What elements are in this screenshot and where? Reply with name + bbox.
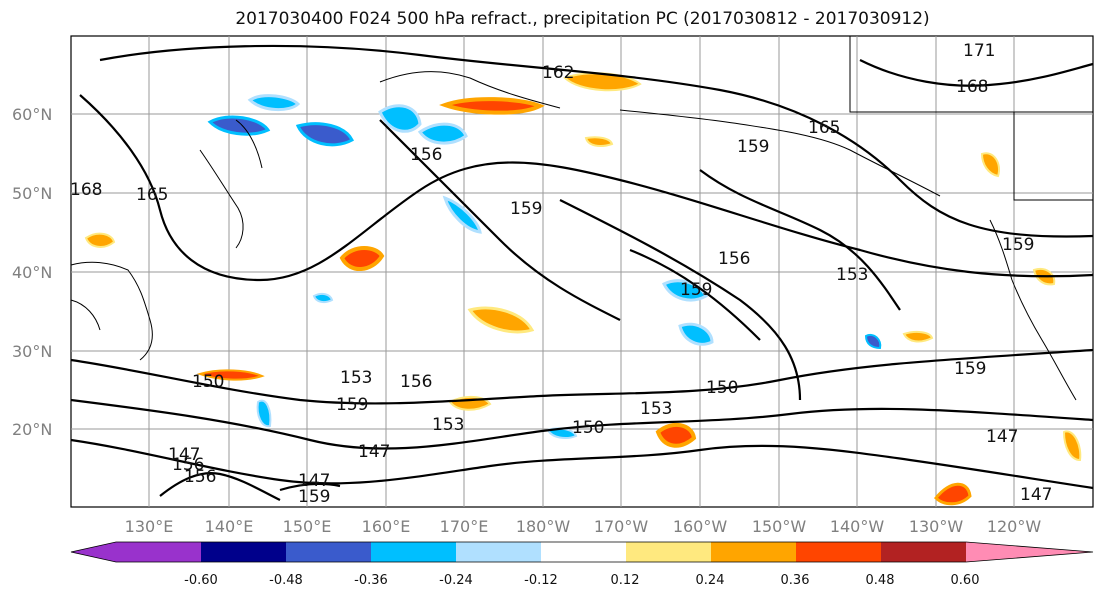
contour-label: 147 [298, 471, 330, 491]
colorbar-segment [626, 542, 711, 562]
colorbar-tick: 0.48 [866, 573, 895, 588]
contour-label: 159 [1002, 235, 1034, 255]
colorbar-segment [371, 542, 456, 562]
contour-label: 156 [410, 145, 442, 165]
contour-label: 156 [400, 372, 432, 392]
contour-label: 156 [718, 249, 750, 269]
colorbar-segment [116, 542, 201, 562]
contour-label: 162 [542, 63, 574, 83]
contour-label: 165 [808, 118, 840, 138]
map-plot-area: 171 168 162 165 159 159 156 168 165 159 … [70, 35, 1094, 508]
colorbar-outline [70, 541, 1094, 563]
lon-label: 180°W [516, 517, 571, 536]
contour-labels: 171 168 162 165 159 159 156 168 165 159 … [70, 41, 1052, 507]
lon-label: 130°E [125, 517, 174, 536]
colorbar-segment [286, 542, 371, 562]
contour-label: 153 [640, 399, 672, 419]
colorbar-segment [881, 542, 966, 562]
longitude-labels: 130°E 140°E 150°E 160°E 170°E 180°W 170°… [125, 517, 1042, 536]
colorbar-tick: -0.24 [439, 573, 473, 588]
lat-label-50n: 50°N [12, 184, 52, 203]
contour-label: 147 [986, 427, 1018, 447]
lon-label: 170°E [440, 517, 489, 536]
colorbar-segment [796, 542, 881, 562]
contour-label: 159 [298, 487, 330, 507]
contour-label: 159 [510, 199, 542, 219]
colorbar-segment [541, 542, 626, 562]
lon-label: 140°W [830, 517, 885, 536]
contour-label: 150 [706, 378, 738, 398]
contour-label: 153 [432, 415, 464, 435]
colorbar-tick: -0.36 [354, 573, 388, 588]
latitude-labels: 60°N 50°N 40°N 30°N 20°N [12, 105, 52, 439]
height-contours [70, 44, 1094, 501]
colorbar-tick: 0.60 [951, 573, 980, 588]
lat-label-30n: 30°N [12, 342, 52, 361]
contour-label: 150 [192, 372, 224, 392]
colorbar [70, 541, 1094, 563]
colorbar-tick: 0.12 [611, 573, 640, 588]
lon-label: 160°W [673, 517, 728, 536]
lat-label-20n: 20°N [12, 420, 52, 439]
colorbar-ticks: -0.60 -0.48 -0.36 -0.24 -0.12 0.12 0.24 … [184, 573, 979, 588]
contour-label: 156 [172, 455, 204, 475]
colorbar-segment [201, 542, 286, 562]
contour-label: 150 [572, 418, 604, 438]
contour-label: 159 [680, 280, 712, 300]
contour-label: 171 [963, 41, 995, 61]
contour-label: 147 [1020, 485, 1052, 505]
contour-label: 159 [336, 395, 368, 415]
lat-label-60n: 60°N [12, 105, 52, 124]
lon-label: 160°E [362, 517, 411, 536]
contour-label: 147 [358, 442, 390, 462]
contour-label: 159 [954, 359, 986, 379]
coastlines [70, 36, 1093, 401]
colorbar-segment [456, 542, 541, 562]
lat-label-40n: 40°N [12, 263, 52, 282]
lon-label: 150°E [283, 517, 332, 536]
colorbar-segment [711, 542, 796, 562]
lon-label: 120°W [987, 517, 1042, 536]
colorbar-extend-low [71, 542, 116, 562]
contour-label: 153 [836, 265, 868, 285]
lon-label: 130°W [909, 517, 964, 536]
contour-label: 165 [136, 185, 168, 205]
contour-label: 153 [340, 368, 372, 388]
colorbar-tick: -0.48 [269, 573, 303, 588]
gridlines [71, 36, 1093, 507]
precip-shading [84, 72, 1082, 506]
lon-label: 140°E [205, 517, 254, 536]
contour-label: 168 [956, 77, 988, 97]
contour-label: 159 [737, 137, 769, 157]
lon-label: 150°W [752, 517, 807, 536]
contour-label: 156 [184, 467, 216, 487]
map-title: 2017030400 F024 500 hPa refract., precip… [235, 9, 930, 29]
colorbar-tick: -0.60 [184, 573, 218, 588]
colorbar-tick: 0.36 [781, 573, 810, 588]
colorbar-extend-high [966, 542, 1093, 562]
colorbar-tick: -0.12 [524, 573, 558, 588]
lon-label: 170°W [594, 517, 649, 536]
colorbar-tick: 0.24 [696, 573, 725, 588]
contour-label: 147 [168, 445, 200, 465]
contour-label: 168 [70, 180, 102, 200]
